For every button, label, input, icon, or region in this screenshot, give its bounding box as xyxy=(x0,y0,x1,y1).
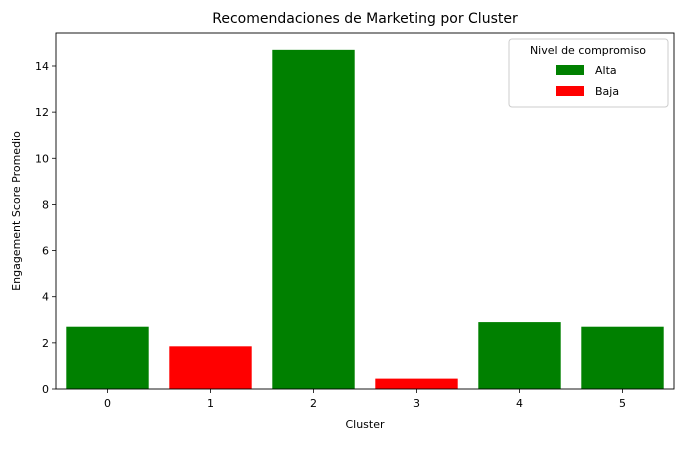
x-tick-label: 5 xyxy=(619,397,626,410)
x-tick-label: 4 xyxy=(516,397,523,410)
bars-group xyxy=(66,49,664,389)
legend-swatch-baja xyxy=(556,86,584,96)
y-tick-label: 2 xyxy=(42,337,49,350)
bar-cluster-4 xyxy=(478,322,561,389)
y-tick-label: 12 xyxy=(35,106,49,119)
bar-cluster-2 xyxy=(272,49,355,389)
bar-cluster-1 xyxy=(169,346,252,389)
bar-cluster-5 xyxy=(581,326,664,389)
legend-swatch-alta xyxy=(556,65,584,75)
y-axis-label: Engagement Score Promedio xyxy=(10,131,23,291)
bar-cluster-0 xyxy=(66,326,149,389)
x-tick-label: 1 xyxy=(207,397,214,410)
x-axis-label: Cluster xyxy=(345,418,385,431)
legend-box xyxy=(508,38,669,108)
x-tick-label: 2 xyxy=(310,397,317,410)
bar-cluster-3 xyxy=(375,378,458,389)
x-tick-label: 0 xyxy=(104,397,111,410)
legend-title: Nivel de compromiso xyxy=(530,44,646,57)
y-axis-ticks: 0 2 4 6 8 10 12 14 xyxy=(35,60,56,396)
legend-label-alta: Alta xyxy=(595,64,617,77)
x-axis-ticks: 0 1 2 3 4 5 xyxy=(104,389,626,410)
y-tick-label: 6 xyxy=(42,245,49,258)
y-tick-label: 4 xyxy=(42,291,49,304)
y-tick-label: 14 xyxy=(35,60,49,73)
legend-label-baja: Baja xyxy=(595,85,619,98)
x-tick-label: 3 xyxy=(413,397,420,410)
y-tick-label: 10 xyxy=(35,152,49,165)
plot-frame xyxy=(55,32,675,390)
chart-title: Recomendaciones de Marketing por Cluster xyxy=(212,11,518,27)
y-tick-label: 8 xyxy=(42,198,49,211)
y-tick-label: 0 xyxy=(42,383,49,396)
legend: Nivel de compromiso Alta Baja xyxy=(508,38,669,108)
